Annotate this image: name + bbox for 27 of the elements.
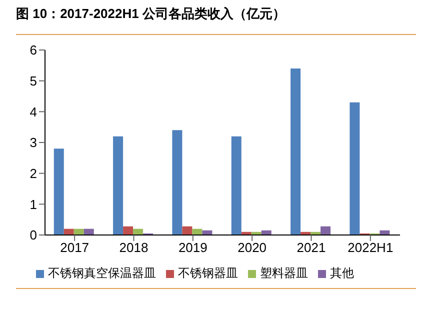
legend-label: 塑料器皿 [260, 266, 308, 280]
y-tick-label: 1 [30, 196, 37, 212]
chart-title: 图 10：2017-2022H1 公司各品类收入（亿元） [16, 5, 286, 23]
y-tick-label: 0 [30, 228, 37, 243]
bar [54, 148, 64, 235]
legend-label: 不锈钢真空保温器皿 [48, 266, 156, 280]
x-tick-label: 2021 [296, 240, 326, 256]
bar [172, 130, 182, 235]
x-tick-label: 2017 [60, 240, 90, 256]
bar [290, 68, 301, 235]
y-tick-label: 5 [30, 73, 37, 88]
legend-label: 不锈钢器皿 [178, 266, 238, 280]
bar [113, 136, 124, 235]
x-tick-label: 2018 [119, 240, 148, 256]
y-tick-label: 4 [30, 104, 37, 120]
y-tick-label: 2 [30, 166, 37, 181]
x-tick-label: 2022H1 [348, 240, 394, 256]
x-tick-label: 2019 [178, 240, 208, 256]
y-tick-label: 3 [30, 135, 37, 150]
bar [231, 136, 242, 235]
bar [350, 102, 360, 235]
bar [182, 226, 192, 235]
legend-label: 其他 [330, 266, 354, 280]
x-tick-label: 2020 [238, 240, 267, 256]
bar [123, 226, 134, 235]
y-tick-label: 6 [30, 42, 37, 58]
bar [320, 226, 331, 235]
